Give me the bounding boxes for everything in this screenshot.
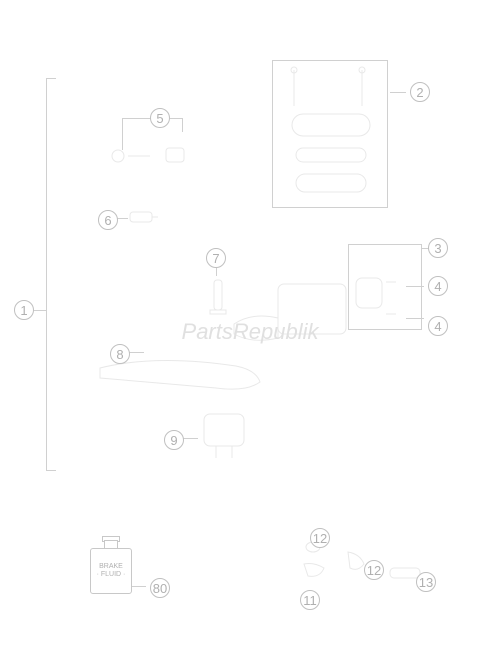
callout-label: 7 — [206, 248, 226, 268]
callout-label: 13 — [416, 572, 436, 592]
callout-label: 4 — [428, 276, 448, 296]
part-cover-2 — [290, 112, 372, 147]
callout-4a: 4 — [428, 276, 448, 296]
callout-label: 12 — [310, 528, 330, 548]
callout-label: 80 — [150, 578, 170, 598]
callout-label: 6 — [98, 210, 118, 230]
part-switch-9 — [198, 408, 254, 467]
callout-label: 12 — [364, 560, 384, 580]
leader — [406, 318, 424, 319]
callout-label: 2 — [410, 82, 430, 102]
callout-label: 11 — [300, 590, 320, 610]
callout-8: 8 — [110, 344, 130, 364]
callout-12b: 12 — [364, 560, 384, 580]
brake-fluid-bottle: BRAKE · FLUID · — [90, 536, 132, 594]
part-bleeder-5 — [108, 146, 192, 185]
leader — [132, 586, 146, 587]
part-6 — [128, 206, 158, 235]
callout-3: 3 — [428, 238, 448, 258]
parts-diagram: BRAKE · FLUID · PartsRepublik 1 2 3 4 4 … — [0, 0, 500, 660]
leader — [46, 470, 56, 471]
callout-5: 5 — [150, 108, 170, 128]
leader — [182, 118, 183, 132]
callout-9: 9 — [164, 430, 184, 450]
part-gasket-2b — [294, 172, 368, 201]
callout-label: 9 — [164, 430, 184, 450]
leader — [46, 78, 47, 470]
leader — [390, 92, 406, 93]
callout-label: 4 — [428, 316, 448, 336]
part-gasket-2a — [294, 146, 368, 171]
callout-6: 6 — [98, 210, 118, 230]
part-pin-7 — [206, 278, 230, 321]
callout-1: 1 — [14, 300, 34, 320]
callout-12a: 12 — [310, 528, 330, 548]
leader — [46, 78, 56, 79]
part-screws-2 — [286, 66, 376, 115]
callout-label: 1 — [14, 300, 34, 320]
callout-11: 11 — [300, 590, 320, 610]
part-clamp-3 — [352, 260, 398, 329]
callout-80: 80 — [150, 578, 170, 598]
callout-label: 5 — [150, 108, 170, 128]
bottle-label-1: BRAKE — [99, 563, 123, 570]
part-11 — [300, 560, 330, 589]
bottle-label-2: · FLUID · — [97, 571, 126, 578]
callout-13: 13 — [416, 572, 436, 592]
callout-7: 7 — [206, 248, 226, 268]
callout-label: 3 — [428, 238, 448, 258]
bottle-body: BRAKE · FLUID · — [90, 548, 132, 594]
callout-4b: 4 — [428, 316, 448, 336]
callout-label: 8 — [110, 344, 130, 364]
leader — [406, 286, 424, 287]
callout-2: 2 — [410, 82, 430, 102]
